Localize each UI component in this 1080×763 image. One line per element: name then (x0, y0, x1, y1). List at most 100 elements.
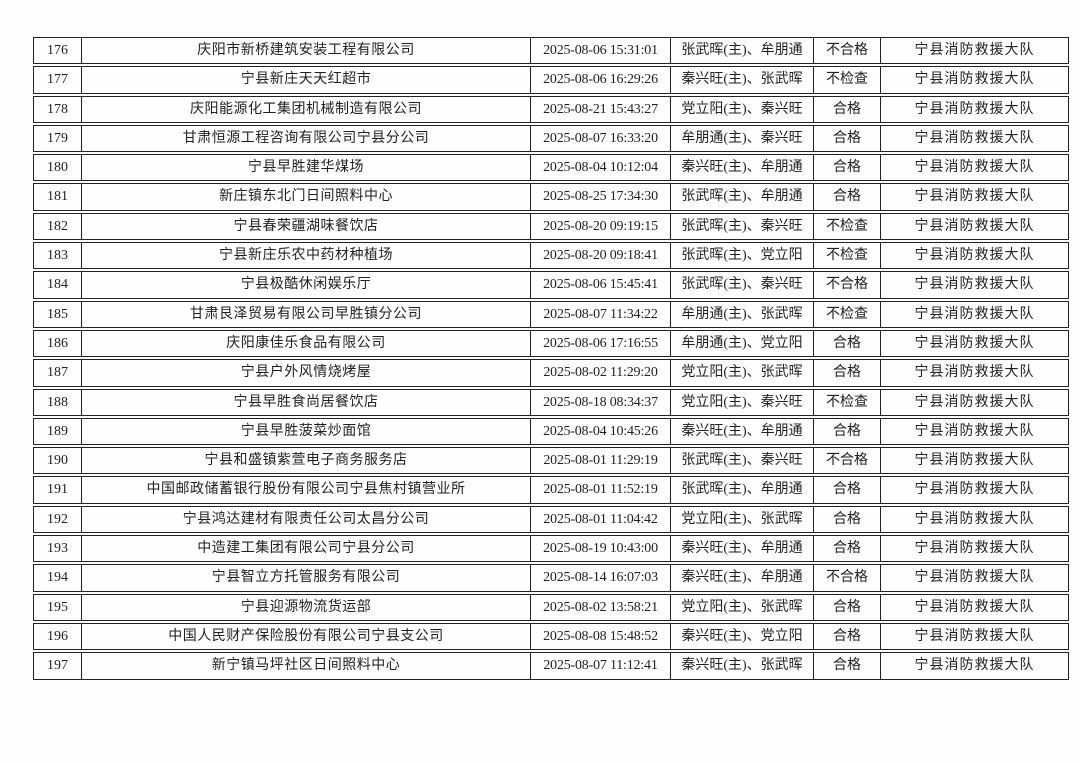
result-cell: 不检查 (813, 242, 880, 270)
department-cell: 宁县消防救援大队 (880, 124, 1069, 153)
inspectors-cell: 党立阳(主)、张武晖 (670, 505, 813, 534)
table-row: 183 宁县新庄乐农中药材种植场 2025-08-20 09:18:41 张武晖… (33, 242, 1069, 270)
check-time-cell: 2025-08-19 10:43:00 (530, 535, 670, 563)
company-name-cell: 宁县户外风情烧烤屋 (81, 359, 530, 387)
result-cell: 不合格 (813, 447, 880, 475)
result-cell: 不检查 (813, 388, 880, 416)
company-name-cell: 甘肃艮泽贸易有限公司早胜镇分公司 (81, 300, 530, 328)
result-cell: 合格 (813, 417, 880, 446)
check-time-cell: 2025-08-25 17:34:30 (530, 183, 670, 211)
check-time-cell: 2025-08-02 11:29:20 (530, 359, 670, 387)
table-row: 189 宁县早胜菠菜炒面馆 2025-08-04 10:45:26 秦兴旺(主)… (33, 417, 1069, 446)
row-number-cell: 187 (33, 359, 81, 387)
row-number-cell: 183 (33, 242, 81, 270)
table-row: 187 宁县户外风情烧烤屋 2025-08-02 11:29:20 党立阳(主)… (33, 359, 1069, 387)
result-cell: 合格 (813, 124, 880, 153)
department-cell: 宁县消防救援大队 (880, 300, 1069, 328)
table-row: 176 庆阳市新桥建筑安装工程有限公司 2025-08-06 15:31:01 … (33, 37, 1069, 65)
table-row: 185 甘肃艮泽贸易有限公司早胜镇分公司 2025-08-07 11:34:22… (33, 300, 1069, 328)
row-number-cell: 189 (33, 417, 81, 446)
inspectors-cell: 秦兴旺(主)、牟朋通 (670, 564, 813, 592)
result-cell: 合格 (813, 154, 880, 182)
result-cell: 不检查 (813, 212, 880, 241)
inspectors-cell: 牟朋通(主)、党立阳 (670, 329, 813, 358)
table-row: 196 中国人民财产保险股份有限公司宁县支公司 2025-08-08 15:48… (33, 622, 1069, 651)
row-number-cell: 191 (33, 476, 81, 504)
company-name-cell: 甘肃恒源工程咨询有限公司宁县分公司 (81, 124, 530, 153)
department-cell: 宁县消防救援大队 (880, 37, 1069, 65)
company-name-cell: 宁县早胜菠菜炒面馆 (81, 417, 530, 446)
company-name-cell: 宁县早胜建华煤场 (81, 154, 530, 182)
check-time-cell: 2025-08-06 17:16:55 (530, 329, 670, 358)
row-number-cell: 177 (33, 66, 81, 94)
inspectors-cell: 张武晖(主)、牟朋通 (670, 183, 813, 211)
inspectors-cell: 张武晖(主)、秦兴旺 (670, 447, 813, 475)
inspectors-cell: 秦兴旺(主)、牟朋通 (670, 535, 813, 563)
result-cell: 合格 (813, 622, 880, 651)
inspectors-cell: 牟朋通(主)、张武晖 (670, 300, 813, 328)
check-time-cell: 2025-08-07 16:33:20 (530, 124, 670, 153)
department-cell: 宁县消防救援大队 (880, 388, 1069, 416)
inspection-table-body: 176 庆阳市新桥建筑安装工程有限公司 2025-08-06 15:31:01 … (33, 37, 1069, 680)
check-time-cell: 2025-08-01 11:04:42 (530, 505, 670, 534)
row-number-cell: 186 (33, 329, 81, 358)
row-number-cell: 185 (33, 300, 81, 328)
row-number-cell: 194 (33, 564, 81, 592)
inspectors-cell: 党立阳(主)、张武晖 (670, 593, 813, 621)
department-cell: 宁县消防救援大队 (880, 359, 1069, 387)
inspectors-cell: 张武晖(主)、秦兴旺 (670, 271, 813, 299)
result-cell: 合格 (813, 535, 880, 563)
result-cell: 合格 (813, 505, 880, 534)
table-row: 177 宁县新庄天天红超市 2025-08-06 16:29:26 秦兴旺(主)… (33, 66, 1069, 94)
check-time-cell: 2025-08-20 09:19:15 (530, 212, 670, 241)
row-number-cell: 184 (33, 271, 81, 299)
company-name-cell: 新宁镇马坪社区日间照料中心 (81, 652, 530, 680)
result-cell: 合格 (813, 329, 880, 358)
table-row: 186 庆阳康佳乐食品有限公司 2025-08-06 17:16:55 牟朋通(… (33, 329, 1069, 358)
table-row: 188 宁县早胜食尚居餐饮店 2025-08-18 08:34:37 党立阳(主… (33, 388, 1069, 416)
department-cell: 宁县消防救援大队 (880, 593, 1069, 621)
table-row: 197 新宁镇马坪社区日间照料中心 2025-08-07 11:12:41 秦兴… (33, 652, 1069, 680)
table-row: 191 中国邮政储蓄银行股份有限公司宁县焦村镇营业所 2025-08-01 11… (33, 476, 1069, 504)
table-row: 178 庆阳能源化工集团机械制造有限公司 2025-08-21 15:43:27… (33, 95, 1069, 123)
result-cell: 不合格 (813, 37, 880, 65)
table-row: 195 宁县迎源物流货运部 2025-08-02 13:58:21 党立阳(主)… (33, 593, 1069, 621)
company-name-cell: 宁县春荣疆湖味餐饮店 (81, 212, 530, 241)
result-cell: 合格 (813, 359, 880, 387)
row-number-cell: 193 (33, 535, 81, 563)
department-cell: 宁县消防救援大队 (880, 242, 1069, 270)
department-cell: 宁县消防救援大队 (880, 622, 1069, 651)
department-cell: 宁县消防救援大队 (880, 535, 1069, 563)
company-name-cell: 庆阳能源化工集团机械制造有限公司 (81, 95, 530, 123)
check-time-cell: 2025-08-20 09:18:41 (530, 242, 670, 270)
company-name-cell: 庆阳康佳乐食品有限公司 (81, 329, 530, 358)
company-name-cell: 宁县新庄乐农中药材种植场 (81, 242, 530, 270)
company-name-cell: 宁县鸿达建材有限责任公司太昌分公司 (81, 505, 530, 534)
company-name-cell: 庆阳市新桥建筑安装工程有限公司 (81, 37, 530, 65)
check-time-cell: 2025-08-06 15:31:01 (530, 37, 670, 65)
department-cell: 宁县消防救援大队 (880, 212, 1069, 241)
check-time-cell: 2025-08-04 10:12:04 (530, 154, 670, 182)
department-cell: 宁县消防救援大队 (880, 505, 1069, 534)
result-cell: 合格 (813, 183, 880, 211)
inspectors-cell: 张武晖(主)、党立阳 (670, 242, 813, 270)
check-time-cell: 2025-08-21 15:43:27 (530, 95, 670, 123)
company-name-cell: 新庄镇东北门日间照料中心 (81, 183, 530, 211)
table-row: 181 新庄镇东北门日间照料中心 2025-08-25 17:34:30 张武晖… (33, 183, 1069, 211)
table-row: 193 中造建工集团有限公司宁县分公司 2025-08-19 10:43:00 … (33, 535, 1069, 563)
check-time-cell: 2025-08-18 08:34:37 (530, 388, 670, 416)
table-row: 182 宁县春荣疆湖味餐饮店 2025-08-20 09:19:15 张武晖(主… (33, 212, 1069, 241)
inspectors-cell: 党立阳(主)、秦兴旺 (670, 95, 813, 123)
result-cell: 不合格 (813, 564, 880, 592)
department-cell: 宁县消防救援大队 (880, 447, 1069, 475)
result-cell: 合格 (813, 476, 880, 504)
table-row: 184 宁县极酷休闲娱乐厅 2025-08-06 15:45:41 张武晖(主)… (33, 271, 1069, 299)
inspectors-cell: 秦兴旺(主)、党立阳 (670, 622, 813, 651)
department-cell: 宁县消防救援大队 (880, 271, 1069, 299)
company-name-cell: 宁县迎源物流货运部 (81, 593, 530, 621)
table-row: 179 甘肃恒源工程咨询有限公司宁县分公司 2025-08-07 16:33:2… (33, 124, 1069, 153)
inspection-records-table: 176 庆阳市新桥建筑安装工程有限公司 2025-08-06 15:31:01 … (33, 35, 1069, 682)
check-time-cell: 2025-08-02 13:58:21 (530, 593, 670, 621)
department-cell: 宁县消防救援大队 (880, 476, 1069, 504)
inspectors-cell: 张武晖(主)、牟朋通 (670, 37, 813, 65)
